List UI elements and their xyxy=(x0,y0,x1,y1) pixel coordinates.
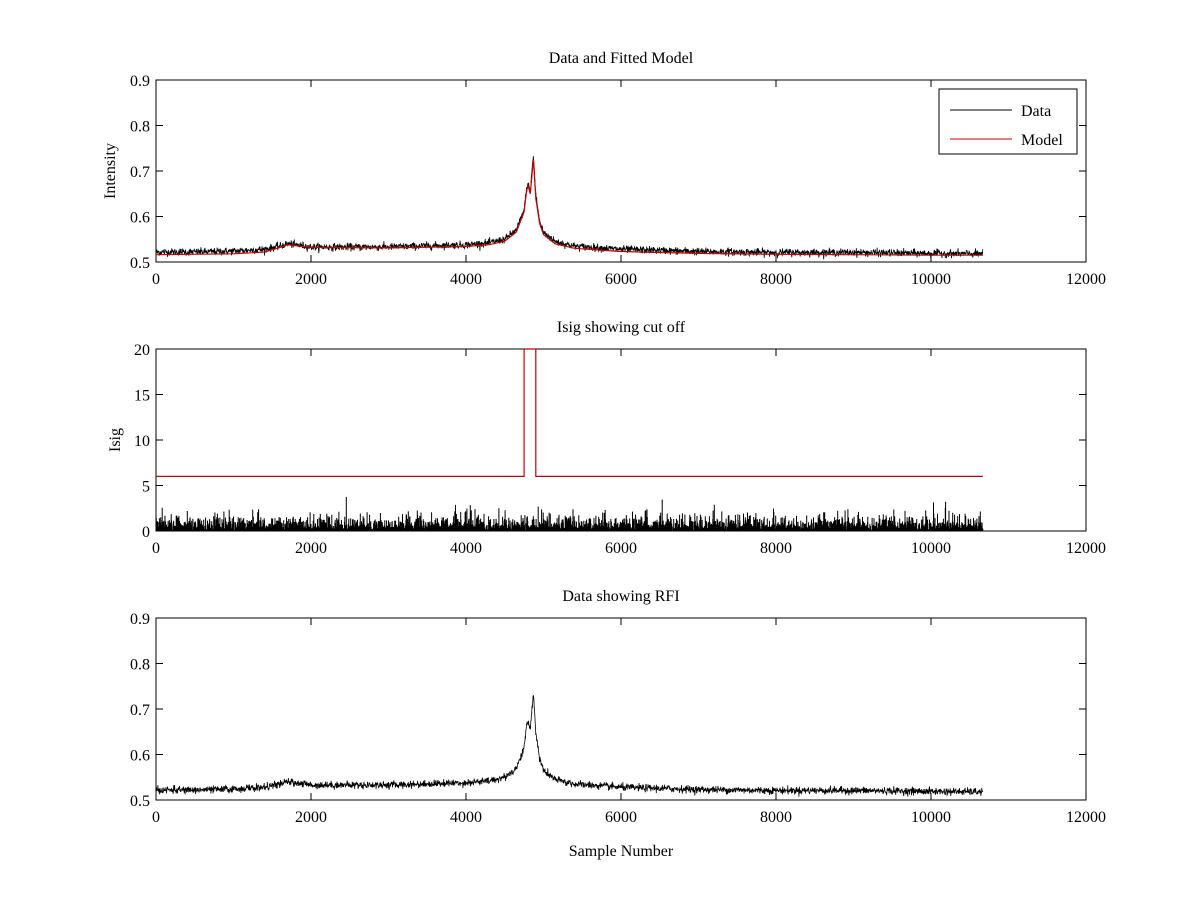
y-tick-label: 0.9 xyxy=(130,611,150,628)
series-bars-isig xyxy=(155,496,984,531)
y-tick-label: 0 xyxy=(142,524,150,541)
y-axis-label-middle: Isig xyxy=(107,428,124,452)
panel-data-and-fitted-model: 0 2000 4000 6000 8000 10000 12000 0.5 0.6 0.7 0.8 0… xyxy=(102,50,1106,288)
y-tick-label: 10 xyxy=(134,433,150,450)
x-tick-label: 12000 xyxy=(1066,809,1106,826)
x-tick-label: 6000 xyxy=(605,809,637,826)
x-tick-label: 4000 xyxy=(450,809,482,826)
x-tick-label: 6000 xyxy=(605,540,637,557)
y-tick-label: 20 xyxy=(134,342,150,359)
y-tick-label: 0.7 xyxy=(130,164,150,181)
x-tick-label: 8000 xyxy=(760,271,792,288)
panel-isig-showing-cut-off: 0 2000 4000 6000 8000 10000 12000 0 5 10 15 20 Isig… xyxy=(107,319,1106,557)
x-tick-label: 8000 xyxy=(760,540,792,557)
y-tick-label: 0.5 xyxy=(130,255,150,272)
x-tick-label: 8000 xyxy=(760,809,792,826)
plot-area-top xyxy=(155,79,1087,263)
x-tick-label: 4000 xyxy=(450,271,482,288)
y-tick-label: 0.6 xyxy=(130,748,150,765)
series-middle xyxy=(155,348,984,531)
y-tick-label: 0.5 xyxy=(130,793,150,810)
x-tick-label: 2000 xyxy=(295,809,327,826)
y-tick-label: 0.9 xyxy=(130,73,150,90)
x-tick-label: 6000 xyxy=(605,271,637,288)
x-tick-label: 0 xyxy=(152,271,160,288)
y-tick-label: 5 xyxy=(142,479,150,496)
chart-title-middle: Isig showing cut off xyxy=(557,319,686,336)
chart-title-bottom: Data showing RFI xyxy=(562,588,679,605)
y-tick-label: 0.8 xyxy=(130,119,150,136)
x-axis-label-bottom: Sample Number xyxy=(569,843,674,860)
panel-data-showing-rfi: 0 2000 4000 6000 8000 10000 12000 0.5 0.6 0.7 0.8 0… xyxy=(130,588,1106,860)
x-tick-label: 10000 xyxy=(911,271,951,288)
x-tick-label: 4000 xyxy=(450,540,482,557)
y-tick-label: 0.7 xyxy=(130,702,150,719)
legend-box xyxy=(938,88,1078,155)
series-top xyxy=(155,156,984,260)
x-tick-label: 0 xyxy=(152,540,160,557)
x-tick-label: 2000 xyxy=(295,540,327,557)
plot-area-bottom xyxy=(155,617,1087,801)
x-tick-label: 12000 xyxy=(1066,540,1106,557)
chart-title-top: Data and Fitted Model xyxy=(549,50,694,67)
series-line-model xyxy=(155,159,983,256)
x-tick-label: 10000 xyxy=(911,540,951,557)
ticks-middle: 0 2000 4000 6000 8000 10000 12000 0 5 10 15 20 xyxy=(134,342,1106,557)
x-tick-label: 10000 xyxy=(911,809,951,826)
legend-label-model: Model xyxy=(1021,132,1063,149)
x-tick-label: 2000 xyxy=(295,271,327,288)
y-tick-label: 0.8 xyxy=(130,657,150,674)
x-tick-label: 0 xyxy=(152,809,160,826)
plot-area-middle xyxy=(155,348,1087,532)
y-tick-label: 0.6 xyxy=(130,210,150,227)
legend: Data Model xyxy=(938,88,1078,155)
series-line-data xyxy=(155,695,984,797)
series-bottom xyxy=(155,695,984,797)
y-axis-label-top: Intensity xyxy=(102,143,119,199)
ticks-bottom: 0 2000 4000 6000 8000 10000 12000 0.5 0.6 0.7 0.8 0… xyxy=(130,611,1106,826)
ticks-top: 0 2000 4000 6000 8000 10000 12000 0.5 0.6 0.7 0.8 0… xyxy=(130,73,1106,288)
legend-label-data: Data xyxy=(1021,103,1051,120)
series-line-cut-off xyxy=(156,348,983,477)
y-tick-label: 15 xyxy=(134,388,150,405)
x-tick-label: 12000 xyxy=(1066,271,1106,288)
